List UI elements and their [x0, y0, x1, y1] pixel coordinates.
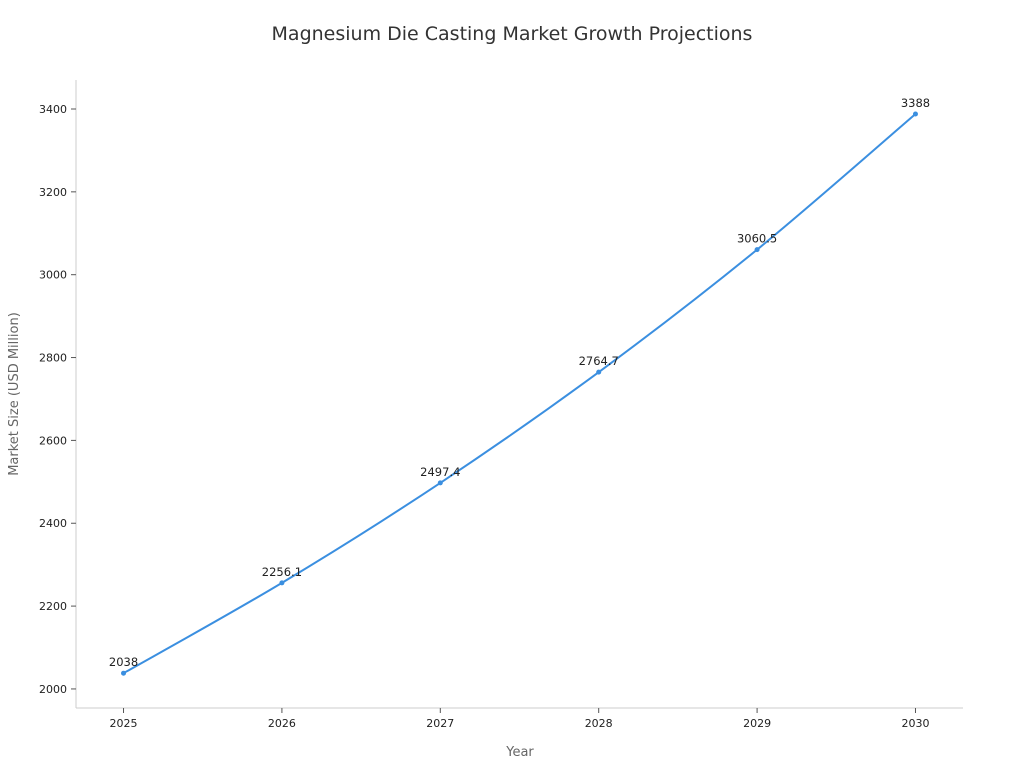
series-line: [123, 113, 917, 675]
data-label: 2256.1: [262, 565, 302, 579]
chart-title: Magnesium Die Casting Market Growth Proj…: [272, 23, 753, 45]
x-tick-label: 2029: [743, 717, 771, 730]
y-tick-label: 2800: [39, 352, 67, 365]
x-tick-label: 2026: [268, 717, 296, 730]
y-tick-label: 2200: [39, 600, 67, 613]
y-tick-label: 3000: [39, 269, 67, 282]
y-tick-label: 2600: [39, 434, 67, 447]
data-point: [912, 111, 918, 117]
y-tick-label: 2400: [39, 517, 67, 530]
data-point: [279, 580, 285, 586]
data-label: 3388: [901, 96, 930, 110]
x-axis-label: Year: [505, 745, 534, 760]
x-tick-label: 2025: [110, 717, 138, 730]
y-tick-label: 2000: [39, 683, 67, 696]
y-tick-label: 3200: [39, 186, 67, 199]
data-label: 3060.5: [737, 232, 777, 246]
data-point: [121, 670, 127, 676]
y-axis-label: Market Size (USD Million): [7, 312, 22, 476]
data-point: [437, 480, 443, 486]
x-tick-label: 2028: [585, 717, 613, 730]
data-label: 2764.7: [579, 354, 619, 368]
data-point: [596, 369, 602, 375]
data-point: [754, 247, 760, 253]
data-label: 2038: [109, 655, 138, 669]
data-label: 2497.4: [420, 465, 460, 479]
x-tick-label: 2030: [901, 717, 929, 730]
y-tick-label: 3400: [39, 103, 67, 116]
x-tick-label: 2027: [426, 717, 454, 730]
